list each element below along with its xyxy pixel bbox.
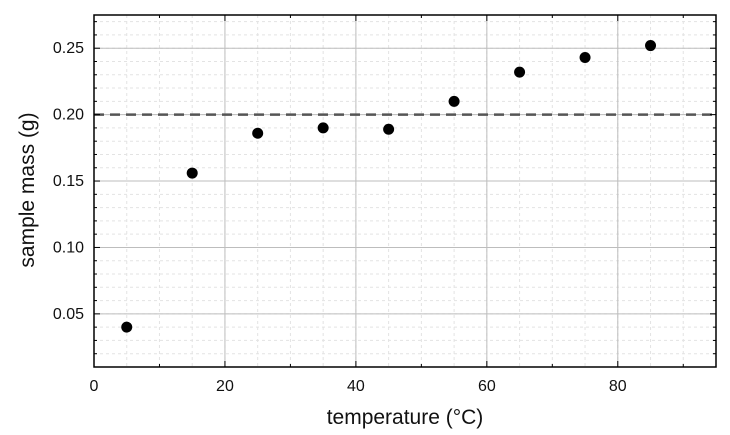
axis-ticks	[93, 15, 716, 368]
axis-frame	[93, 14, 717, 368]
plot-frame	[93, 14, 717, 368]
x-tick-label: 20	[216, 378, 234, 395]
data-point	[252, 127, 264, 139]
data-point	[383, 123, 395, 135]
data-point	[579, 52, 591, 64]
data-point	[645, 40, 657, 52]
y-axis-label: sample mass (g)	[16, 112, 39, 267]
y-tick-label: 0.15	[53, 173, 84, 190]
y-tick-label: 0.25	[53, 40, 84, 57]
x-tick-label: 40	[347, 378, 365, 395]
data-points	[121, 40, 657, 333]
y-tick-labels: 0.05 0.10 0.15 0.20 0.25	[53, 40, 84, 323]
data-point	[448, 95, 460, 107]
data-point	[514, 66, 526, 78]
y-tick-label: 0.10	[53, 239, 84, 256]
x-tick-label: 60	[478, 378, 496, 395]
data-point	[317, 122, 329, 134]
x-axis-label: temperature (°C)	[327, 406, 484, 429]
data-point	[121, 321, 133, 333]
y-tick-label: 0.20	[53, 107, 84, 124]
x-tick-label: 80	[609, 378, 627, 395]
x-tick-label: 0	[90, 378, 99, 395]
x-tick-labels: 0 20 40 60 80	[90, 378, 627, 395]
data-point	[186, 167, 198, 179]
y-tick-label: 0.05	[53, 306, 84, 323]
